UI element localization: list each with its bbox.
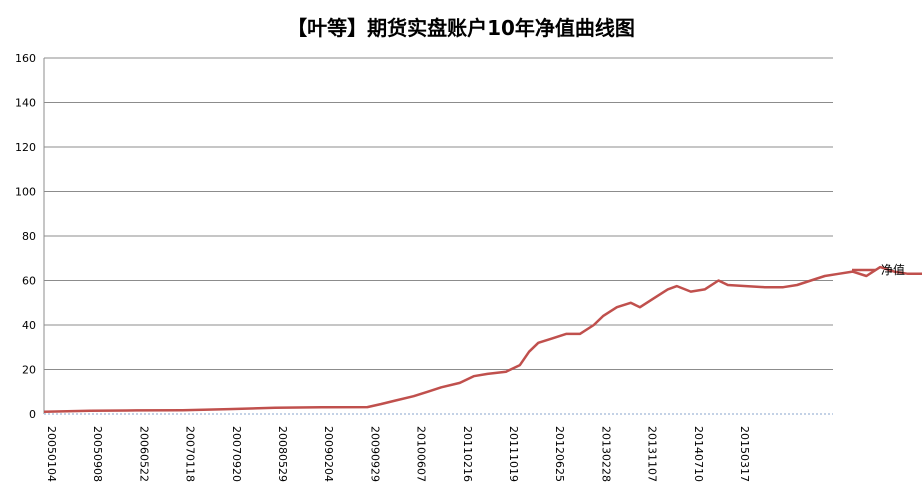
x-tick-label: 20130228	[599, 426, 612, 482]
x-tick-label: 20070920	[230, 426, 243, 482]
x-tick-label: 20060522	[137, 426, 150, 482]
y-tick-label: 160	[15, 52, 36, 65]
x-tick-label: 20050104	[45, 426, 58, 482]
x-tick-label: 20111019	[507, 426, 520, 482]
x-tick-label: 20050908	[91, 426, 104, 482]
y-tick-label: 20	[22, 364, 36, 377]
y-tick-label: 40	[22, 319, 36, 332]
x-tick-label: 20090929	[368, 426, 381, 482]
series-line	[43, 265, 922, 414]
x-tick-label: 20131107	[646, 426, 659, 482]
x-tick-label: 20100607	[415, 426, 428, 482]
y-tick-label: 120	[15, 141, 36, 154]
y-tick-label: 0	[29, 408, 36, 421]
x-tick-label: 20090204	[322, 426, 335, 482]
y-tick-label: 140	[15, 97, 36, 110]
x-tick-label: 20120625	[553, 426, 566, 482]
x-tick-label: 20150317	[738, 426, 751, 482]
y-tick-label: 60	[22, 275, 36, 288]
x-tick-label: 20080529	[276, 426, 289, 482]
x-tick-label: 20070118	[184, 426, 197, 482]
chart-title: 【叶等】期货实盘账户10年净值曲线图	[287, 16, 635, 40]
x-tick-label: 20110216	[461, 426, 474, 482]
y-tick-label: 80	[22, 230, 36, 243]
legend-label: 净值	[881, 262, 905, 277]
y-tick-label: 100	[15, 186, 36, 199]
x-tick-label: 20140710	[692, 426, 705, 482]
